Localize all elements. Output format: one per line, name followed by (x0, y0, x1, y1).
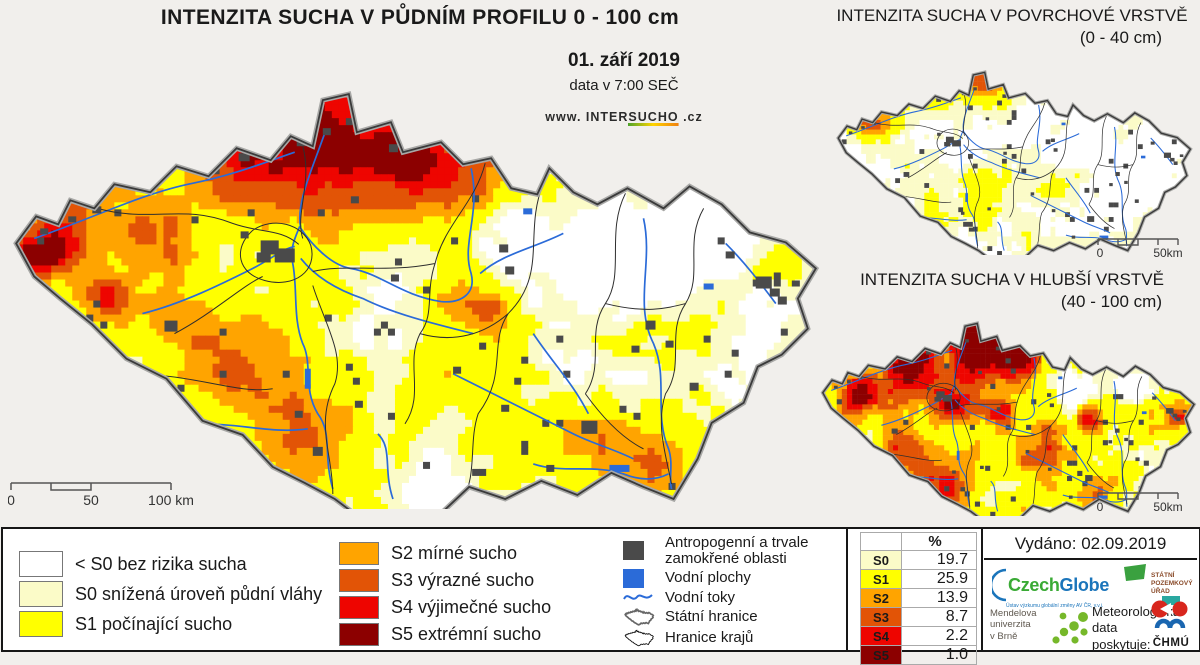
state-outline-icon (623, 607, 657, 626)
issued-box: Vydáno: 02.09.2019 CzechGlobe Ústav výzk… (984, 529, 1197, 646)
scale-end: 100 km (148, 492, 194, 508)
legend-classes-col1: < S0 bez rizika sucha S0 snížená úroveň p… (19, 551, 322, 641)
legend-class-label: S5 extrémní sucho (391, 624, 541, 645)
legend-class-item: S4 výjimečné sucho (339, 596, 551, 619)
legend-color-swatch (339, 542, 379, 565)
legend-symbol-label: Vodní plochy (665, 570, 751, 586)
stats-class-code: S3 (861, 608, 902, 627)
chmu-icon (1147, 600, 1195, 632)
chmu-label: ČHMÚ (1147, 637, 1195, 649)
legend-bar: < S0 bez rizika sucha S0 snížená úroveň p… (1, 527, 1200, 652)
legend-symbol-item: Státní hranice (623, 607, 808, 626)
spu-flag-icon (1122, 564, 1148, 588)
legend-color-swatch (19, 551, 63, 577)
chmu-logo: ČHMÚ (1147, 600, 1195, 649)
scale-zero: 0 (1097, 500, 1104, 514)
legend-symbol-item: Vodní plochy (623, 569, 808, 588)
legend-class-item: < S0 bez rizika sucha (19, 551, 322, 577)
deep-drought-map (816, 302, 1198, 516)
czechglobe-logo: CzechGlobe Ústav výzkumu globální změny … (992, 568, 1109, 609)
legend-symbol-label: Státní hranice (665, 609, 758, 625)
stats-class-value: 13.9 (902, 589, 977, 608)
legend-divider-1 (846, 529, 848, 650)
legend-class-label: S3 výrazné sucho (391, 570, 534, 591)
mendelu-dots-icon (1048, 604, 1090, 646)
issued-date: Vydáno: 02.09.2019 (984, 529, 1197, 560)
stats-class-value: 8.7 (902, 608, 977, 627)
stats-class-code: S1 (861, 570, 902, 589)
legend-symbol-item: Antropogenní a trvale zamokřené oblasti (623, 535, 808, 567)
river-line-icon (623, 590, 657, 604)
scale-zero: 0 (8, 492, 15, 508)
region-outline-icon (623, 628, 657, 647)
legend-classes-col2: S2 mírné sucho S3 výrazné sucho S4 výjimeč… (339, 542, 551, 650)
deep-map-scalebar: 0 50km (1090, 487, 1195, 515)
scale-end: 50km (1153, 500, 1182, 514)
square-icon (623, 569, 657, 588)
scale-zero: 0 (1097, 246, 1104, 260)
stats-class-value: 1.0 (902, 646, 977, 665)
scale-end: 50km (1153, 246, 1182, 260)
legend-class-item: S1 počínající sucho (19, 611, 322, 637)
deep-map-title: INTENZITA SUCHA V HLUBŠÍ VRSTVĚ (828, 270, 1196, 290)
legend-symbol-item: Hranice krajů (623, 628, 808, 647)
legend-symbols: Antropogenní a trvale zamokřené oblasti V… (623, 535, 808, 649)
stats-class-value: 19.7 (902, 551, 977, 570)
legend-class-item: S5 extrémní sucho (339, 623, 551, 646)
legend-divider-2 (981, 529, 983, 650)
main-map-title: INTENZITA SUCHA V PŮDNÍM PROFILU 0 - 100… (0, 6, 840, 30)
surface-map-scalebar: 0 50km (1090, 233, 1195, 261)
surface-map-subtitle: (0 - 40 cm) (828, 28, 1196, 48)
legend-class-label: S1 počínající sucho (75, 614, 232, 635)
stats-class-code: S0 (861, 551, 902, 570)
stats-class-code: S4 (861, 627, 902, 646)
main-drought-map (2, 48, 824, 509)
legend-class-label: < S0 bez rizika sucha (75, 554, 247, 575)
legend-color-swatch (339, 596, 379, 619)
legend-color-swatch (339, 569, 379, 592)
legend-class-label: S2 mírné sucho (391, 543, 517, 564)
legend-symbol-label: Hranice krajů (665, 630, 753, 646)
legend-color-swatch (339, 623, 379, 646)
legend-color-swatch (19, 581, 63, 607)
stats-class-value: 2.2 (902, 627, 977, 646)
stats-class-code: S5 (861, 646, 902, 665)
scale-mid: 50 (83, 492, 99, 508)
square-icon (623, 541, 657, 560)
legend-symbol-label: Antropogenní a trvale zamokřené oblasti (665, 535, 808, 567)
main-map-scalebar: 0 50 100 km (8, 476, 218, 510)
legend-class-item: S0 snížená úroveň půdní vláhy (19, 581, 322, 607)
surface-map-title-block: INTENZITA SUCHA V POVRCHOVÉ VRSTVĚ (0 - … (828, 6, 1196, 48)
stats-header-pct: % (902, 533, 977, 551)
surface-drought-map (832, 52, 1194, 255)
stats-header-blank (861, 533, 902, 551)
legend-class-item: S3 výrazné sucho (339, 569, 551, 592)
legend-class-item: S2 mírné sucho (339, 542, 551, 565)
legend-symbol-item: Vodní toky (623, 590, 808, 606)
legend-class-label: S0 snížená úroveň půdní vláhy (75, 584, 322, 605)
legend-symbol-label: Vodní toky (665, 590, 735, 606)
czechglobe-arc-icon (992, 568, 1008, 602)
stats-class-code: S2 (861, 589, 902, 608)
legend-class-label: S4 výjimečné sucho (391, 597, 551, 618)
stats-class-value: 25.9 (902, 570, 977, 589)
legend-color-swatch (19, 611, 63, 637)
surface-map-title: INTENZITA SUCHA V POVRCHOVÉ VRSTVĚ (828, 6, 1196, 26)
